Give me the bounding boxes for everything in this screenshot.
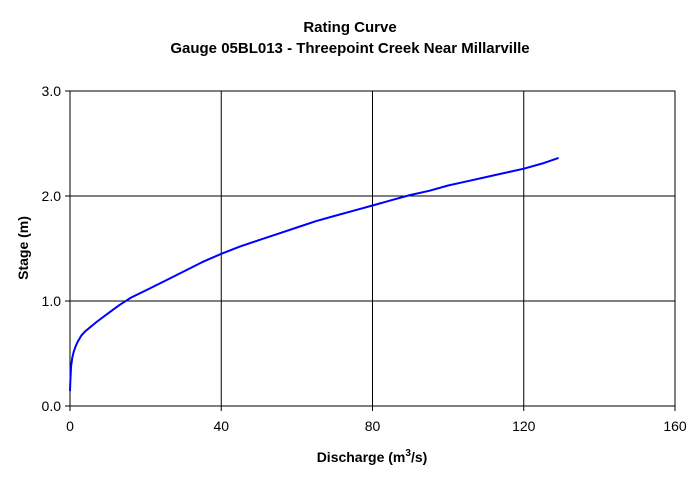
x-axis-ticks: 0 40 80 120 160 [66, 406, 687, 434]
y-axis-label: Stage (m) [15, 216, 31, 280]
y-axis-ticks: 0.0 1.0 2.0 3.0 [42, 83, 70, 414]
y-tick-label: 0.0 [42, 398, 62, 414]
x-tick-label: 160 [663, 418, 687, 434]
gridlines [70, 91, 675, 406]
y-tick-label: 1.0 [42, 293, 62, 309]
x-axis-label: Discharge (m3/s) [317, 448, 428, 465]
x-tick-label: 40 [213, 418, 229, 434]
y-tick-label: 3.0 [42, 83, 62, 99]
series-layer [69, 157, 559, 392]
x-axis-label-superscript: 3 [405, 448, 411, 459]
x-tick-label: 120 [512, 418, 536, 434]
rating-curve-line [69, 157, 559, 392]
x-axis-label-main: Discharge (m [317, 449, 406, 465]
x-tick-label: 0 [66, 418, 74, 434]
x-axis-label-tail: /s) [411, 449, 427, 465]
chart-title: Rating Curve [303, 19, 396, 36]
y-tick-label: 2.0 [42, 188, 62, 204]
chart-subtitle: Gauge 05BL013 - Threepoint Creek Near Mi… [170, 40, 529, 57]
x-tick-label: 80 [365, 418, 381, 434]
